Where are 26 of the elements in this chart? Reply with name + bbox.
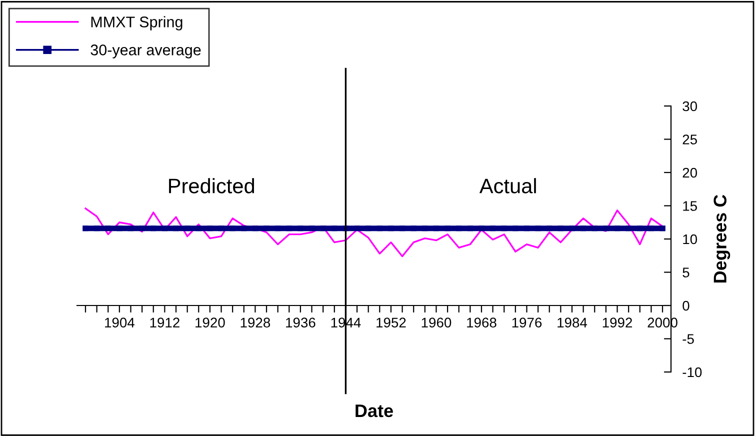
y-tick-label: 10 [683, 234, 698, 244]
y-tick-label: 5 [682, 268, 690, 278]
x-tick-label: 1976 [512, 318, 542, 328]
x-tick-label: 1952 [376, 318, 406, 328]
legend-label: MMXT Spring [91, 16, 182, 30]
x-tick-label: 1936 [286, 318, 316, 328]
y-tick-label: 25 [682, 134, 697, 144]
x-tick-label: 1984 [558, 318, 588, 328]
x-tick-label: 1928 [240, 318, 270, 328]
x-axis-title: Date [356, 404, 393, 418]
x-tick-label: 1960 [422, 318, 452, 328]
y-tick-label: 30 [682, 101, 698, 112]
x-tick-label: 1992 [602, 318, 632, 328]
y-tick-label: 15 [683, 201, 697, 211]
y-tick-label: 20 [682, 168, 698, 178]
x-tick-label: 1904 [105, 318, 134, 328]
annotation: Predicted [169, 178, 254, 194]
x-tick-label: 1920 [196, 318, 225, 328]
y-tick-label: -10 [682, 367, 702, 378]
annotation: Actual [479, 178, 536, 194]
legend-label: 30-year average [90, 44, 201, 58]
y-axis-title: Degrees C [714, 194, 730, 282]
y-tick-label: 0 [682, 300, 690, 311]
x-tick-label: 1912 [150, 318, 180, 328]
x-tick-label: 1968 [467, 318, 496, 328]
y-tick-label: -5 [682, 334, 694, 344]
